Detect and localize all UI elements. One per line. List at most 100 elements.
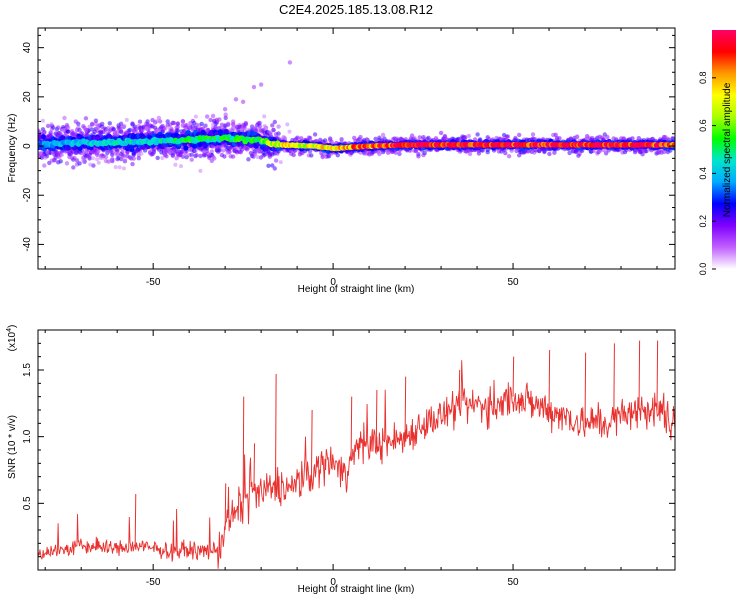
spectrogram-cell [71, 165, 76, 170]
spectrogram-cell [180, 119, 186, 124]
spectrogram-cell [66, 129, 71, 134]
spectrogram-cell [179, 164, 183, 169]
spectrogram-cell [255, 155, 260, 159]
spectrogram-cell [222, 106, 228, 112]
spectrogram-cell [552, 150, 557, 155]
spectrogram-cell [193, 114, 198, 119]
spectrogram-cell [100, 121, 105, 127]
spectrogram-cell [60, 153, 64, 157]
spectrogram-cell [246, 157, 251, 162]
spectrogram-cell [100, 155, 105, 160]
spectrogram-cell [174, 156, 179, 161]
spectrogram-cell [83, 116, 89, 121]
spectrogram-cell [193, 148, 198, 153]
spectrogram-cell [96, 127, 100, 132]
spectrogram-cell [121, 153, 126, 158]
spectrogram-cell [145, 119, 150, 124]
spectrogram-cell [475, 132, 480, 137]
spectrogram-cell [164, 154, 169, 159]
spectrogram-cell [42, 129, 47, 135]
spectrogram-cell [285, 122, 290, 127]
spectrogram-cell [156, 115, 162, 121]
spectrogram-cell [198, 168, 203, 173]
spectrogram-cell [291, 152, 296, 158]
spectrogram-cell [222, 154, 227, 159]
spectrogram-cell [221, 148, 226, 153]
spectrogram-cell [243, 120, 248, 126]
spectrogram-cell [273, 158, 279, 163]
spectrogram-cell [120, 156, 124, 161]
spectrogram-cell [88, 162, 93, 167]
spectrogram-cell [257, 124, 262, 129]
spectrogram-cell [226, 122, 231, 128]
spectrogram-cell [228, 127, 233, 132]
spectrogram-cell [189, 157, 194, 162]
spectrogram-cell [409, 133, 415, 138]
spectrogram-cell [58, 159, 63, 164]
spectrogram-cell [210, 122, 215, 127]
spectrogram-cell [276, 131, 281, 136]
spectrogram-cell [123, 157, 128, 161]
spectrogram-cells [38, 60, 675, 173]
spectrogram-cell [217, 148, 222, 153]
spectrogram-cell [84, 128, 89, 133]
spectrogram-cell [272, 166, 277, 171]
spectrogram-cell [155, 155, 160, 161]
spectrogram-cell [393, 150, 398, 155]
spectrogram-cell [242, 126, 247, 131]
spectrogram-cell [66, 125, 71, 130]
spectrogram-cell [670, 136, 675, 141]
spectrogram-cell [212, 156, 217, 161]
spectrogram-cell [122, 123, 127, 128]
spectrogram-cell [64, 161, 70, 166]
spectrogram-cell [217, 117, 222, 122]
spectrogram-cell [107, 121, 113, 126]
spectrogram-cell [136, 156, 141, 161]
spectrogram-cell [557, 136, 562, 141]
spectrogram-cell [233, 128, 237, 133]
spectrogram-cell [225, 151, 230, 156]
spectrogram-cell [416, 154, 421, 159]
spectrogram-cell [258, 82, 264, 87]
spectrogram-cell [189, 152, 194, 157]
spectrogram-cell [352, 135, 357, 141]
spectrogram-cell [262, 124, 267, 128]
spectrogram-cell [90, 121, 95, 127]
spectrogram-cell [207, 151, 212, 156]
spectrogram-cell [40, 118, 45, 123]
spectrogram-cell [417, 135, 422, 140]
spectrogram-cell [175, 128, 180, 133]
spectrogram-cell [184, 123, 189, 128]
spectrogram-cell [223, 115, 228, 121]
spectrogram-cell [49, 122, 54, 127]
spectrogram-cell [90, 156, 95, 161]
spectrogram-cell [76, 121, 81, 127]
spectrogram-cell [175, 121, 180, 126]
spectrogram-cell [198, 153, 203, 159]
spectrogram-cell [240, 99, 246, 104]
spectrogram-cell [251, 84, 257, 90]
spectrogram-cell [38, 134, 42, 140]
spectrogram-marks [38, 60, 675, 173]
spectrogram-cell [61, 128, 66, 133]
spectrogram-cell [77, 161, 82, 166]
spectrogram-cell [380, 132, 386, 138]
spectrogram-cell [270, 123, 275, 128]
spectrogram-cell [40, 134, 47, 140]
spectrogram-cell [197, 141, 203, 147]
spectrogram-cell [77, 128, 82, 133]
spectrogram-cell [547, 151, 552, 157]
spectrogram-cell [181, 122, 186, 127]
spectrogram-cell [137, 119, 143, 124]
spectrogram-cell [121, 166, 126, 171]
spectrogram-cell [505, 134, 510, 139]
spectrogram-cell [287, 60, 293, 65]
spectrogram-cell [282, 136, 288, 141]
spectrogram-cell [210, 113, 216, 119]
spectrogram-cell [139, 151, 144, 156]
spectrogram-cell [203, 123, 208, 128]
spectrogram-cell [81, 158, 86, 163]
spectrogram-cell [644, 149, 649, 154]
